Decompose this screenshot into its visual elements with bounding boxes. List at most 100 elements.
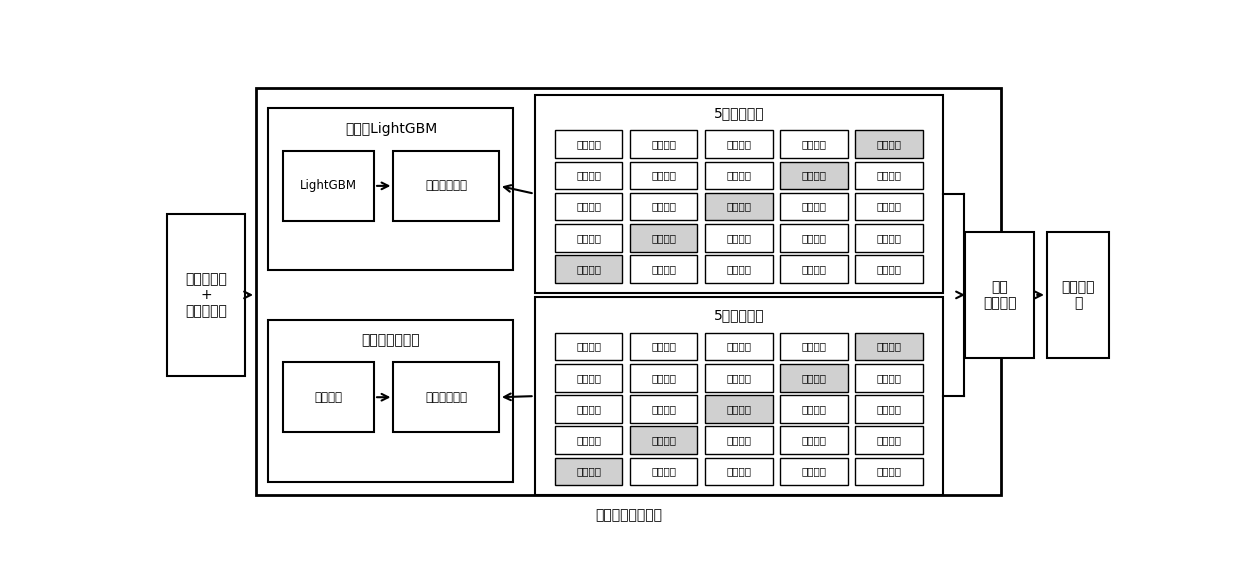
Bar [780, 333, 848, 360]
Text: 训练子集: 训练子集 [577, 201, 601, 211]
Bar [706, 130, 773, 158]
Text: 训练子集: 训练子集 [801, 264, 826, 274]
Bar [856, 457, 923, 485]
Bar [780, 255, 848, 283]
Text: LightGBM: LightGBM [300, 179, 357, 192]
Bar [393, 362, 498, 432]
Text: 训练子集: 训练子集 [877, 171, 901, 180]
Text: 训练子集: 训练子集 [577, 139, 601, 149]
Bar [554, 130, 622, 158]
Text: 惩罚集成模型训练: 惩罚集成模型训练 [595, 509, 662, 523]
Text: 样本测试
集: 样本测试 集 [1061, 280, 1095, 310]
Bar [554, 224, 622, 252]
Bar [706, 224, 773, 252]
Text: 训练子集: 训练子集 [651, 171, 676, 180]
Text: 改进的逻辑回归: 改进的逻辑回归 [362, 333, 420, 347]
Text: 验证子集: 验证子集 [727, 404, 751, 414]
Text: 训练子集: 训练子集 [801, 467, 826, 477]
Bar [1047, 232, 1110, 358]
Text: 5折交叉验证: 5折交叉验证 [713, 308, 764, 322]
Text: 训练子集: 训练子集 [651, 467, 676, 477]
Text: 训练子集: 训练子集 [651, 264, 676, 274]
Text: 训练子集: 训练子集 [877, 264, 901, 274]
Text: 训练子集: 训练子集 [877, 233, 901, 243]
Text: 训练子集: 训练子集 [651, 342, 676, 352]
Text: 训练子集: 训练子集 [577, 171, 601, 180]
Bar [780, 130, 848, 158]
Text: 训练子集: 训练子集 [877, 467, 901, 477]
Bar [780, 364, 848, 391]
Text: 训练子集: 训练子集 [801, 342, 826, 352]
Bar [554, 364, 622, 391]
Text: 训练子集: 训练子集 [801, 404, 826, 414]
Text: 训练子集: 训练子集 [801, 201, 826, 211]
Text: 训练子集: 训练子集 [577, 373, 601, 383]
Bar [706, 426, 773, 454]
Text: 样本训练集
+
样本验证集: 样本训练集 + 样本验证集 [185, 272, 227, 318]
Bar [554, 333, 622, 360]
Text: 训练子集: 训练子集 [651, 373, 676, 383]
Bar [965, 232, 1034, 358]
Text: 训练子集: 训练子集 [577, 435, 601, 445]
Bar [856, 255, 923, 283]
Bar [856, 130, 923, 158]
Bar [630, 426, 697, 454]
Bar [780, 457, 848, 485]
Bar [554, 457, 622, 485]
Bar [393, 151, 498, 221]
Bar [255, 88, 1001, 495]
Text: 训练子集: 训练子集 [801, 435, 826, 445]
Bar [706, 333, 773, 360]
Text: 权重惩罚策略: 权重惩罚策略 [425, 391, 467, 404]
Bar [780, 224, 848, 252]
Bar [856, 364, 923, 391]
Bar [554, 255, 622, 283]
Bar [780, 395, 848, 423]
Text: 训练子集: 训练子集 [727, 435, 751, 445]
Bar [856, 395, 923, 423]
Bar [706, 395, 773, 423]
Bar [283, 151, 374, 221]
Text: 验证子集: 验证子集 [801, 171, 826, 180]
Text: 训练子集: 训练子集 [577, 404, 601, 414]
Bar [856, 193, 923, 220]
Text: 5折交叉验证: 5折交叉验证 [713, 106, 764, 120]
Text: 训练子集: 训练子集 [651, 404, 676, 414]
Text: 训练子集: 训练子集 [651, 201, 676, 211]
Bar [630, 364, 697, 391]
Bar [856, 162, 923, 189]
Bar [534, 95, 944, 293]
Bar [856, 333, 923, 360]
Text: 训练子集: 训练子集 [727, 139, 751, 149]
Text: 改进的LightGBM: 改进的LightGBM [345, 122, 436, 136]
Bar [283, 362, 374, 432]
Bar [856, 224, 923, 252]
Text: 验证子集: 验证子集 [877, 139, 901, 149]
Bar [630, 333, 697, 360]
Bar [630, 395, 697, 423]
Bar [554, 193, 622, 220]
Text: 验证子集: 验证子集 [727, 201, 751, 211]
Text: 验证子集: 验证子集 [577, 264, 601, 274]
Text: 训练子集: 训练子集 [877, 373, 901, 383]
Text: 权重
投票策略: 权重 投票策略 [983, 280, 1017, 310]
Bar [780, 162, 848, 189]
Text: 训练子集: 训练子集 [577, 342, 601, 352]
Text: 验证子集: 验证子集 [877, 342, 901, 352]
Bar [554, 395, 622, 423]
Text: 训练子集: 训练子集 [727, 373, 751, 383]
Bar [780, 426, 848, 454]
Text: 验证子集: 验证子集 [577, 467, 601, 477]
Text: 训练子集: 训练子集 [727, 171, 751, 180]
Text: 权重惩罚策略: 权重惩罚策略 [425, 179, 467, 192]
Bar [706, 162, 773, 189]
Text: 训练子集: 训练子集 [877, 201, 901, 211]
Text: 训练子集: 训练子集 [651, 139, 676, 149]
Text: 验证子集: 验证子集 [651, 233, 676, 243]
Text: 训练子集: 训练子集 [727, 264, 751, 274]
Bar [706, 193, 773, 220]
Text: 训练子集: 训练子集 [801, 139, 826, 149]
Bar [630, 162, 697, 189]
Bar [706, 457, 773, 485]
Bar [630, 130, 697, 158]
